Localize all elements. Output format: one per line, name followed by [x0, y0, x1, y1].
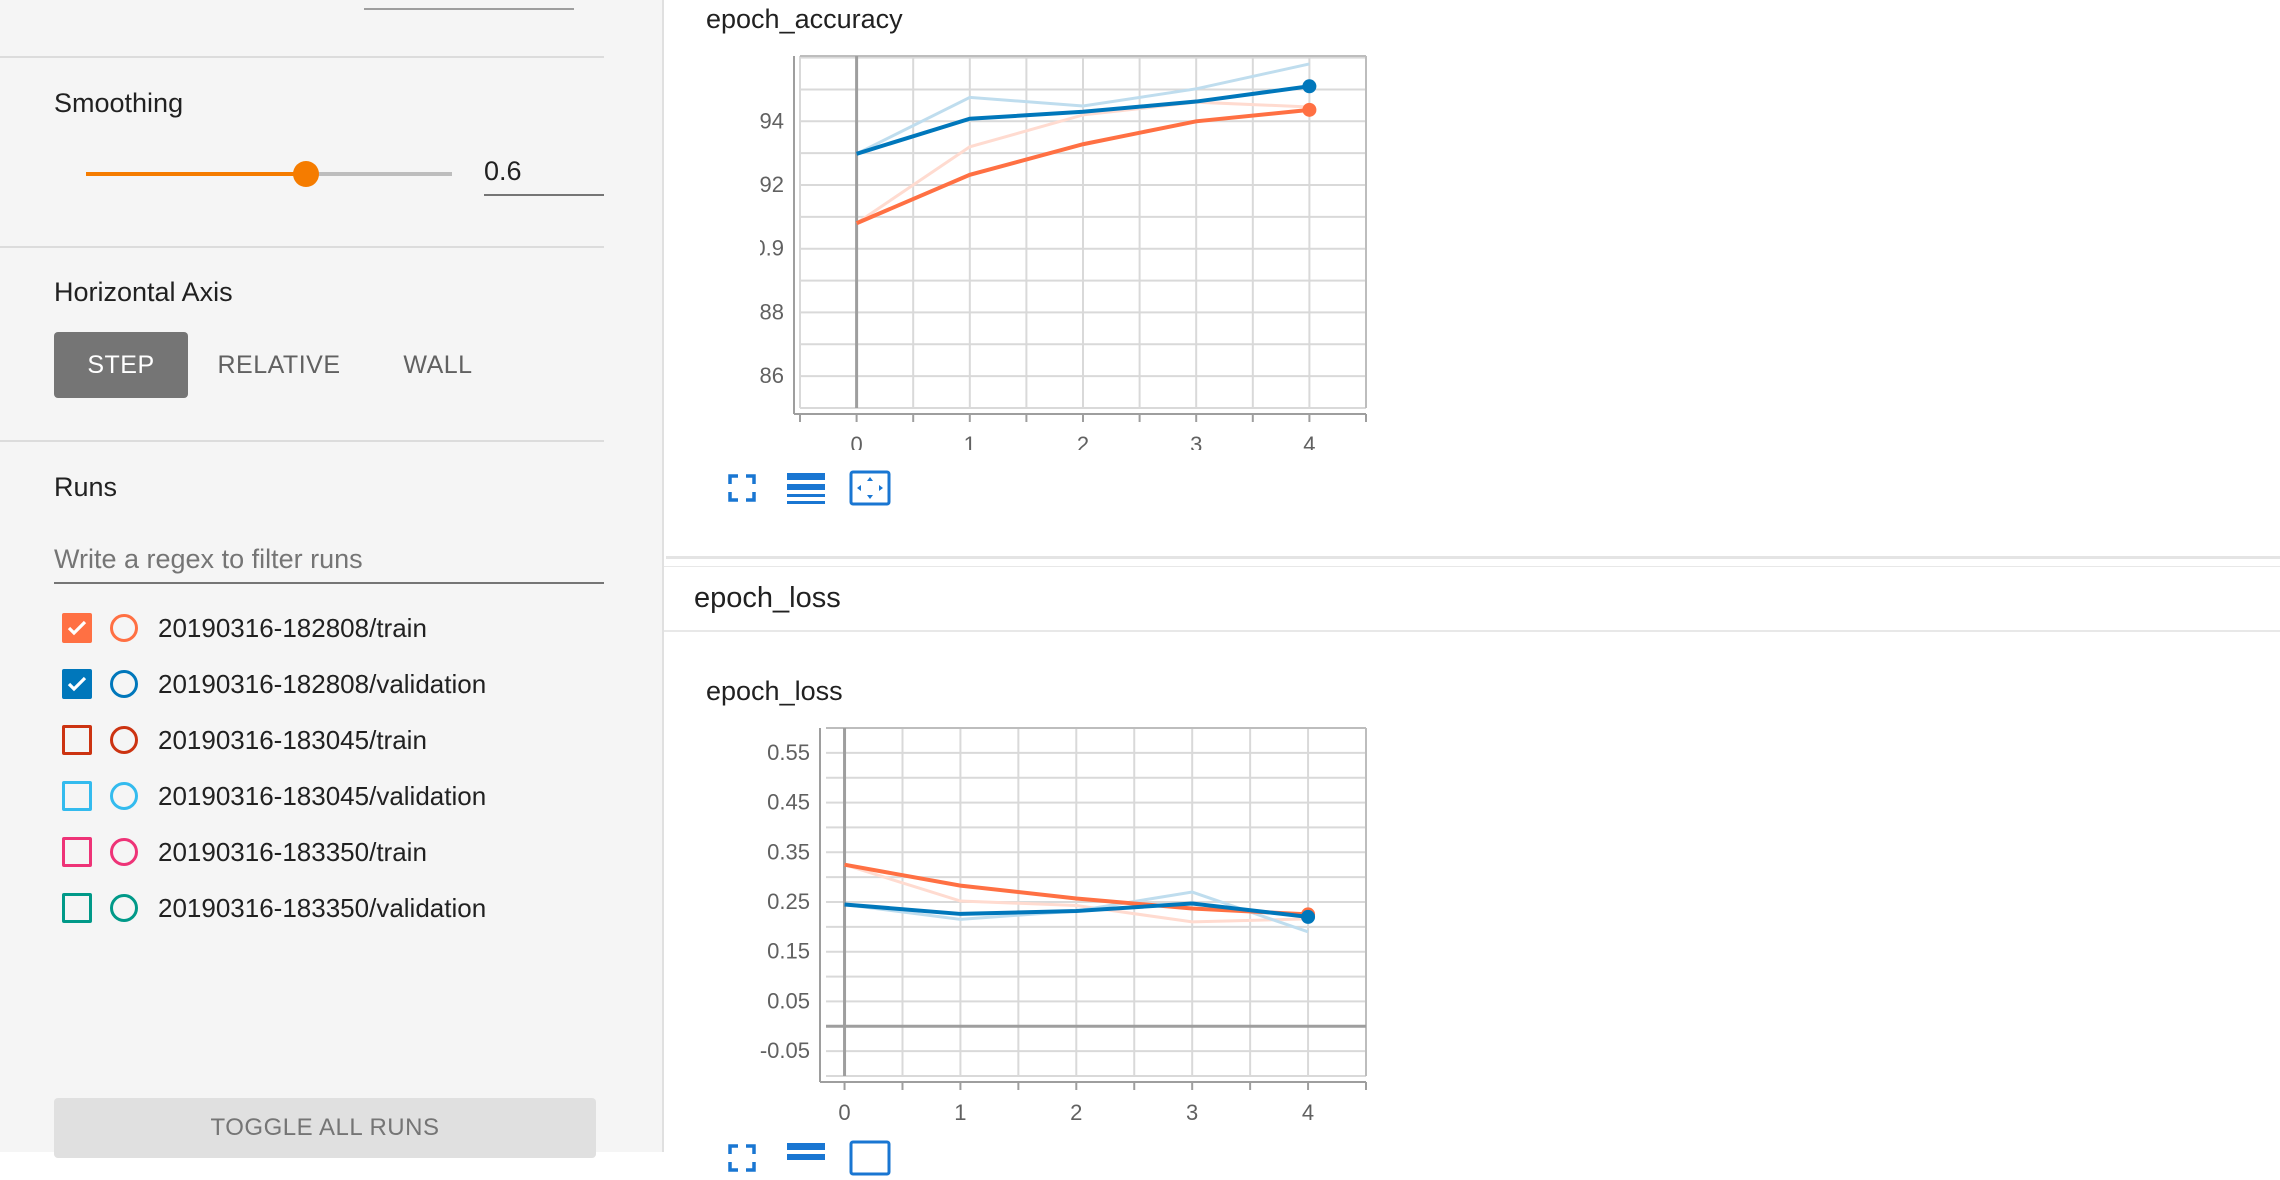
y-tick-label: 0.86: [760, 363, 784, 388]
run-checkbox[interactable]: [62, 837, 92, 867]
data-table-icon[interactable]: [784, 1136, 828, 1180]
smoothing-slider[interactable]: [86, 161, 452, 187]
card-shadow: [666, 556, 2280, 559]
x-tick-label: 0: [850, 432, 862, 450]
smoothing-title: Smoothing: [54, 88, 184, 118]
horizontal-axis-title: Horizontal Axis: [54, 277, 233, 307]
x-tick-label: 4: [1303, 432, 1315, 450]
section-divider: [0, 246, 604, 248]
run-label: 20190316-183045/validation: [158, 780, 487, 811]
run-checkbox[interactable]: [62, 669, 92, 699]
series-end-point: [1302, 79, 1317, 94]
x-tick-label: 1: [964, 432, 976, 450]
x-tick-label: 1: [954, 1100, 966, 1120]
run-item[interactable]: 20190316-183350/validation: [62, 888, 486, 928]
y-tick-label: 0.15: [767, 939, 810, 964]
run-checkbox[interactable]: [62, 613, 92, 643]
run-color-radio[interactable]: [110, 670, 138, 698]
y-tick-label: 0.35: [767, 839, 810, 864]
section-divider: [0, 56, 604, 58]
y-tick-label: 0.45: [767, 790, 810, 815]
run-checkbox[interactable]: [62, 781, 92, 811]
run-label: 20190316-183350/train: [158, 836, 427, 867]
x-tick-label: 0: [838, 1100, 850, 1120]
axis-wall-button[interactable]: WALL: [403, 350, 473, 379]
runs-filter-input[interactable]: [54, 536, 604, 584]
fit-domain-icon[interactable]: [848, 466, 892, 510]
smoothing-slider-thumb[interactable]: [292, 161, 319, 187]
toggle-all-runs-button[interactable]: TOGGLE ALL RUNS: [54, 1098, 596, 1158]
axis-step-button[interactable]: STEP: [54, 332, 188, 398]
run-item[interactable]: 20190316-183350/train: [62, 832, 427, 872]
smoothing-value-input[interactable]: [484, 152, 604, 196]
run-color-radio[interactable]: [110, 726, 138, 754]
run-item[interactable]: 20190316-182808/validation: [62, 664, 486, 704]
x-tick-label: 4: [1302, 1100, 1314, 1120]
fullscreen-icon[interactable]: [720, 466, 764, 510]
run-label: 20190316-182808/validation: [158, 668, 487, 699]
fullscreen-icon[interactable]: [720, 1136, 764, 1180]
series-smoothed-line: [844, 862, 1309, 917]
run-label: 20190316-183350/validation: [158, 892, 487, 923]
y-tick-label: 0.88: [760, 299, 784, 324]
run-checkbox[interactable]: [62, 725, 92, 755]
data-table-icon[interactable]: [784, 466, 828, 510]
series-raw-line: [855, 62, 1310, 156]
y-tick-label: 0.25: [767, 889, 810, 914]
series-raw-line: [855, 100, 1310, 225]
accuracy-chart[interactable]: 0.86 0.88 0.9 0.92 0.94 0 1 2 3 4: [760, 40, 1380, 450]
run-label: 20190316-182808/train: [158, 612, 427, 643]
run-color-radio[interactable]: [110, 838, 138, 866]
y-tick-label: 0.92: [760, 172, 784, 197]
loss-chart[interactable]: -0.05 0.05 0.15 0.25 0.35 0.45 0.55 0 1 2 3 4: [740, 710, 1380, 1120]
fit-domain-icon[interactable]: [848, 1136, 892, 1180]
series-smoothed-line: [856, 84, 1310, 156]
runs-title: Runs: [54, 472, 118, 502]
run-item[interactable]: 20190316-183045/validation: [62, 776, 486, 816]
run-label: 20190316-183045/train: [158, 724, 427, 755]
loss-chart-toolbar: [720, 1136, 892, 1180]
run-color-radio[interactable]: [110, 614, 138, 642]
top-field-underline: [364, 8, 574, 10]
axis-relative-button[interactable]: RELATIVE: [217, 350, 341, 379]
run-item[interactable]: 20190316-183045/train: [62, 720, 427, 760]
epoch-loss-group-header[interactable]: epoch_loss: [664, 566, 2280, 632]
run-item[interactable]: 20190316-182808/train: [62, 608, 427, 648]
x-tick-label: 3: [1190, 432, 1202, 450]
series-smoothed-line: [855, 107, 1310, 226]
y-tick-label: 0.55: [767, 740, 810, 765]
x-tick-label: 2: [1077, 432, 1089, 450]
series-smoothed-line: [844, 901, 1309, 919]
series-end-point: [1302, 102, 1317, 117]
y-tick-label: 0.9: [760, 236, 784, 261]
accuracy-chart-title: epoch_accuracy: [706, 4, 903, 34]
run-checkbox[interactable]: [62, 893, 92, 923]
accuracy-chart-toolbar: [720, 466, 892, 510]
series-end-point: [1301, 909, 1316, 924]
y-tick-label: -0.05: [760, 1038, 810, 1063]
y-tick-label: 0.05: [767, 988, 810, 1013]
series-raw-line: [844, 863, 1309, 924]
loss-chart-title: epoch_loss: [706, 676, 843, 706]
y-tick-label: 0.94: [760, 108, 784, 133]
section-divider: [0, 440, 604, 442]
sidebar: Smoothing Horizontal Axis STEP RELATIVE …: [0, 0, 664, 1158]
x-tick-label: 2: [1070, 1100, 1082, 1120]
run-color-radio[interactable]: [110, 894, 138, 922]
smoothing-slider-fill: [86, 172, 306, 176]
x-tick-label: 3: [1186, 1100, 1198, 1120]
run-color-radio[interactable]: [110, 782, 138, 810]
